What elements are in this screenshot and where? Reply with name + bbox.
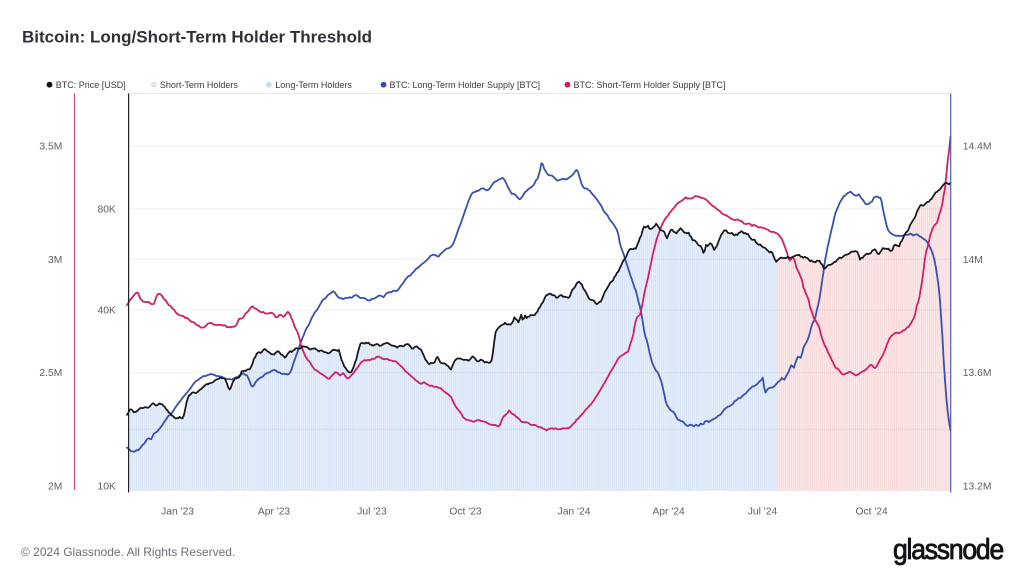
svg-text:2M: 2M xyxy=(48,482,62,493)
svg-text:3.5M: 3.5M xyxy=(39,142,62,153)
svg-text:80K: 80K xyxy=(97,205,115,216)
svg-text:Oct '24: Oct '24 xyxy=(855,506,888,517)
svg-text:Apr '24: Apr '24 xyxy=(652,506,685,517)
svg-text:10K: 10K xyxy=(97,482,115,493)
svg-text:glassnode: glassnode xyxy=(893,534,1003,566)
svg-text:13.6M: 13.6M xyxy=(963,368,992,379)
svg-text:Jul '23: Jul '23 xyxy=(357,506,387,517)
svg-text:Long-Term Holders: Long-Term Holders xyxy=(275,80,352,90)
svg-text:Short-Term Holders: Short-Term Holders xyxy=(160,80,239,90)
svg-text:14.4M: 14.4M xyxy=(963,142,992,153)
svg-text:2.5M: 2.5M xyxy=(39,368,62,379)
svg-text:14M: 14M xyxy=(963,255,983,266)
svg-text:Oct '23: Oct '23 xyxy=(449,506,482,517)
svg-text:BTC: Price [USD]: BTC: Price [USD] xyxy=(56,80,126,90)
svg-text:Bitcoin: Long/Short-Term Holde: Bitcoin: Long/Short-Term Holder Threshol… xyxy=(22,28,372,47)
svg-text:BTC: Short-Term Holder Supply: BTC: Short-Term Holder Supply [BTC] xyxy=(574,80,726,90)
svg-text:Jan '23: Jan '23 xyxy=(161,506,194,517)
svg-text:Jan '24: Jan '24 xyxy=(558,506,591,517)
svg-text:© 2024 Glassnode. All Rights R: © 2024 Glassnode. All Rights Reserved. xyxy=(21,545,235,559)
svg-text:Apr '23: Apr '23 xyxy=(258,506,291,517)
svg-text:40K: 40K xyxy=(97,306,115,317)
svg-text:BTC: Long-Term Holder Supply [: BTC: Long-Term Holder Supply [BTC] xyxy=(390,80,541,90)
svg-text:Jul '24: Jul '24 xyxy=(748,506,778,517)
svg-text:13.2M: 13.2M xyxy=(963,482,992,493)
svg-text:3M: 3M xyxy=(48,255,62,266)
